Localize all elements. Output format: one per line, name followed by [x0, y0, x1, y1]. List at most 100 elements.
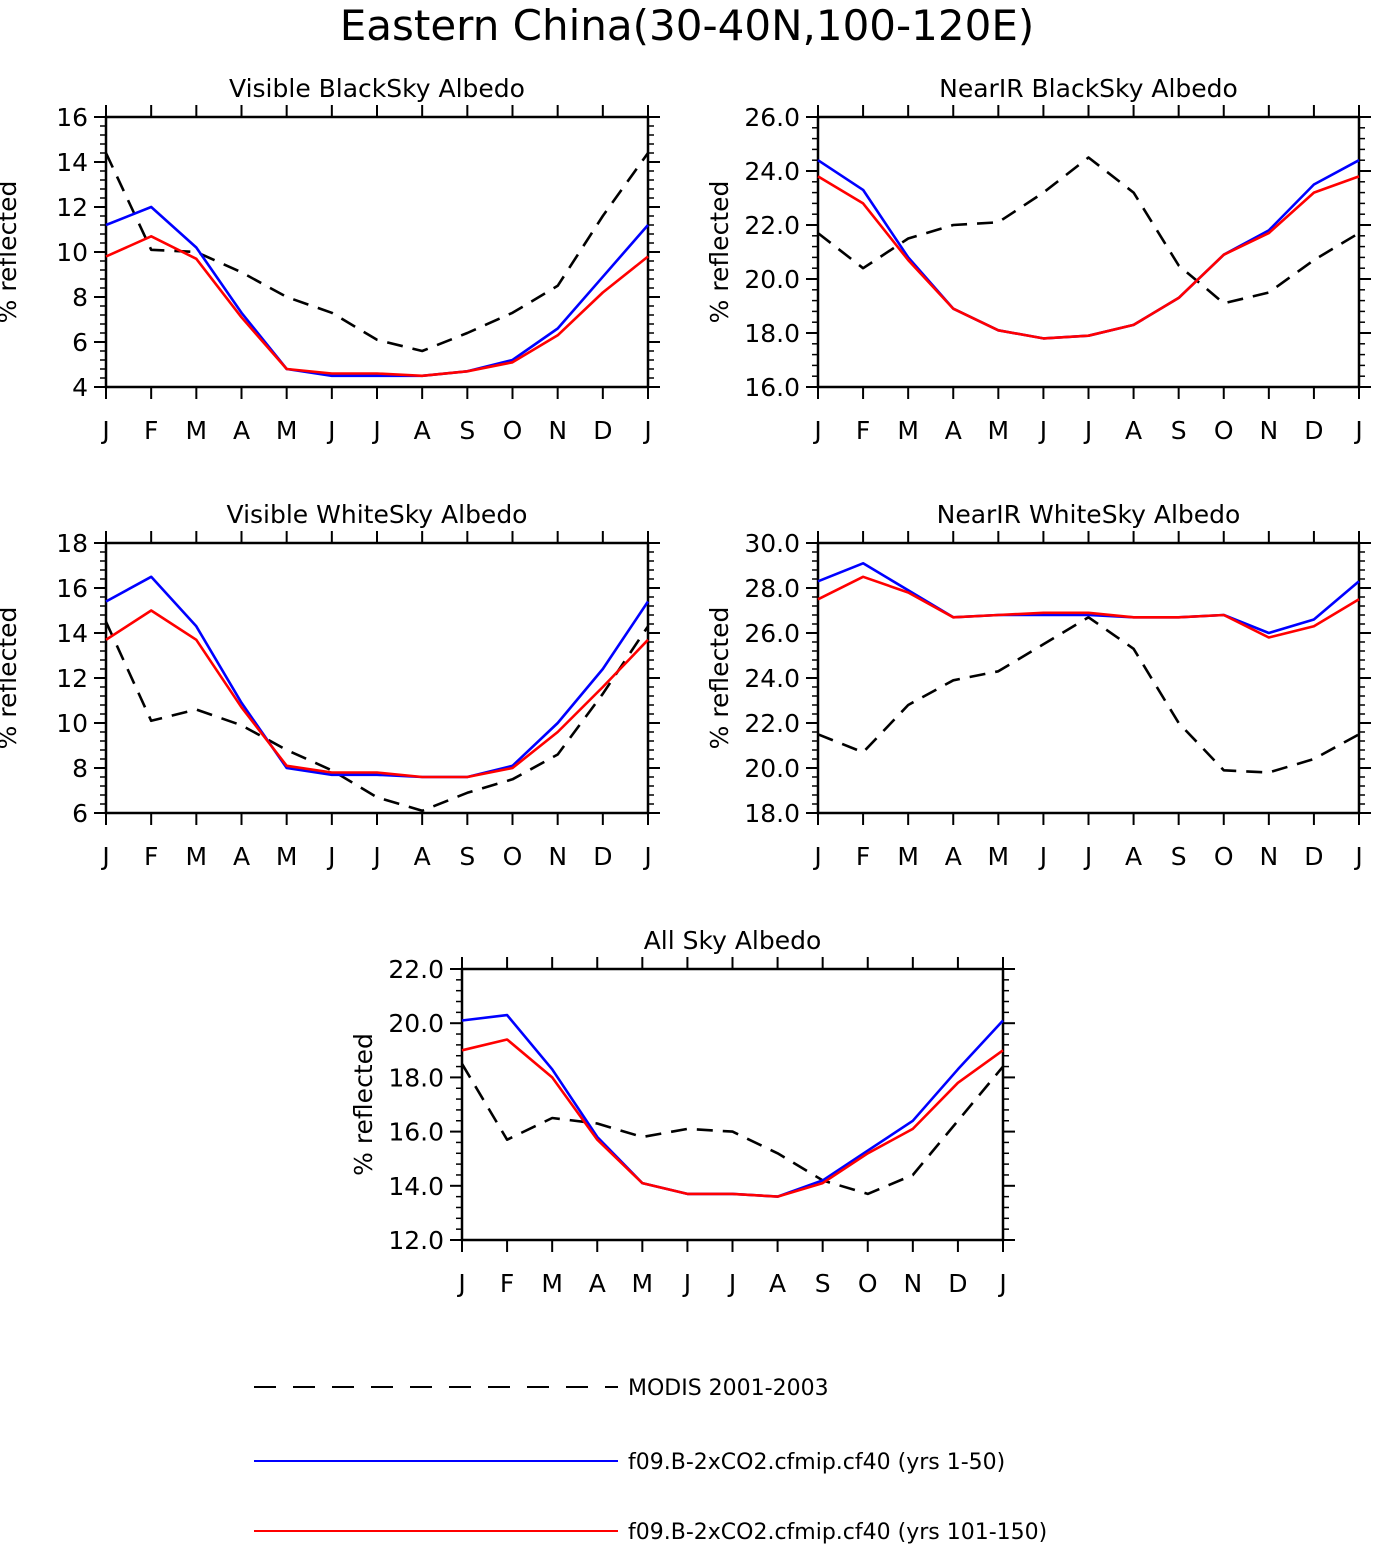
x-tick-label: A [414, 416, 431, 445]
x-tick-label: N [548, 842, 567, 871]
legend-item-modis: MODIS 2001-2003 [254, 1376, 829, 1401]
x-tick-label: D [948, 1269, 967, 1298]
x-tick-label: A [233, 842, 250, 871]
x-tick-label: J [456, 1269, 465, 1298]
x-tick-label: N [1259, 416, 1278, 445]
x-tick-label: J [1353, 842, 1362, 871]
chart-title: Visible WhiteSky Albedo [227, 500, 528, 529]
x-tick-label: J [100, 842, 109, 871]
x-tick-label: J [642, 842, 651, 871]
x-tick-label: A [1125, 416, 1142, 445]
x-tick-label: A [1125, 842, 1142, 871]
x-tick-label: D [593, 842, 612, 871]
x-tick-label: M [276, 416, 298, 445]
x-tick-label: J [1353, 416, 1362, 445]
series-line-run1 [105, 205, 649, 378]
x-tick-label: N [1259, 842, 1278, 871]
y-axis-label: % reflected [0, 607, 22, 750]
series-line-modis [460, 1063, 1004, 1196]
page-title: Eastern China(30-40N,100-120E) [340, 1, 1035, 50]
x-tick-label: J [997, 1269, 1006, 1298]
x-tick-label: M [541, 1269, 563, 1298]
legend-label: MODIS 2001-2003 [628, 1376, 829, 1401]
y-tick-label: 22.0 [388, 955, 444, 984]
legend: MODIS 2001-2003 f09.B-2xCO2.cfmip.cf40 (y… [254, 1376, 1047, 1545]
x-tick-label: M [632, 1269, 654, 1298]
y-axis-label: % reflected [349, 1033, 378, 1176]
y-tick-label: 6 [72, 328, 88, 357]
x-tick-label: D [1304, 842, 1323, 871]
y-tick-label: 30.0 [744, 529, 800, 558]
x-tick-label: S [459, 416, 475, 445]
y-tick-label: 18.0 [744, 319, 800, 348]
x-tick-label: M [988, 842, 1010, 871]
series-line-run1 [817, 561, 1360, 635]
x-tick-label: J [326, 416, 335, 445]
series-line-run2 [817, 575, 1360, 639]
x-tick-label: J [326, 842, 335, 871]
x-tick-label: A [589, 1269, 606, 1298]
x-tick-label: M [988, 416, 1010, 445]
x-tick-label: F [856, 416, 870, 445]
x-tick-label: S [459, 842, 475, 871]
x-tick-label: M [897, 842, 919, 871]
x-tick-label: O [503, 416, 523, 445]
y-tick-label: 12.0 [388, 1226, 444, 1255]
x-tick-label: D [593, 416, 612, 445]
y-tick-label: 10 [56, 238, 88, 267]
legend-item-run1: f09.B-2xCO2.cfmip.cf40 (yrs 1-50) [254, 1450, 1005, 1475]
y-tick-label: 14 [56, 619, 88, 648]
x-tick-label: J [1038, 416, 1047, 445]
series-line-modis [104, 621, 650, 813]
x-tick-label: F [500, 1269, 514, 1298]
y-tick-label: 16.0 [388, 1118, 444, 1147]
series-line-run2 [105, 609, 649, 779]
x-tick-label: A [769, 1269, 786, 1298]
x-tick-label: M [276, 842, 298, 871]
x-tick-label: O [858, 1269, 878, 1298]
y-tick-label: 16 [56, 103, 88, 132]
x-tick-label: M [186, 842, 208, 871]
x-tick-label: O [503, 842, 523, 871]
chart-nir-white: NearIR WhiteSky Albedo % reflected 18.0 20.… [705, 500, 1371, 871]
x-tick-label: F [144, 416, 158, 445]
y-tick-label: 12 [56, 664, 88, 693]
y-tick-label: 8 [72, 754, 88, 783]
x-tick-label: J [371, 416, 380, 445]
chart-title: Visible BlackSky Albedo [229, 74, 525, 103]
x-tick-label: J [1083, 416, 1092, 445]
x-tick-label: J [100, 416, 109, 445]
x-tick-label: D [1304, 416, 1323, 445]
y-tick-label: 16.0 [744, 373, 800, 402]
chart-nir-black: NearIR BlackSky Albedo % reflected 16.0 18.… [705, 74, 1371, 445]
y-tick-label: 24.0 [744, 664, 800, 693]
series-line-run2 [461, 1038, 1004, 1198]
chart-title: All Sky Albedo [644, 926, 822, 955]
x-tick-label: J [371, 842, 380, 871]
y-tick-label: 14.0 [388, 1172, 444, 1201]
y-tick-label: 14 [56, 148, 88, 177]
y-tick-label: 10 [56, 709, 88, 738]
x-tick-label: N [548, 416, 567, 445]
y-tick-label: 26.0 [744, 619, 800, 648]
y-tick-label: 6 [72, 799, 88, 828]
y-tick-label: 24.0 [744, 157, 800, 186]
x-tick-label: J [1038, 842, 1047, 871]
x-tick-label: J [812, 842, 821, 871]
x-tick-label: M [186, 416, 208, 445]
x-tick-label: O [1214, 416, 1234, 445]
chart-vis-white: Visible WhiteSky Albedo % reflected 6 8 10 12… [0, 500, 660, 871]
x-tick-label: A [945, 416, 962, 445]
plot-frame [460, 967, 1005, 1242]
x-tick-label: A [414, 842, 431, 871]
y-tick-label: 22.0 [744, 709, 800, 738]
y-tick-label: 18 [56, 529, 88, 558]
y-axis-label: % reflected [0, 181, 22, 324]
series-line-run2 [817, 175, 1360, 340]
x-tick-label: M [897, 416, 919, 445]
y-tick-label: 28.0 [744, 574, 800, 603]
x-tick-label: J [642, 416, 651, 445]
legend-label: f09.B-2xCO2.cfmip.cf40 (yrs 1-50) [628, 1450, 1005, 1475]
series-line-modis [104, 152, 650, 353]
